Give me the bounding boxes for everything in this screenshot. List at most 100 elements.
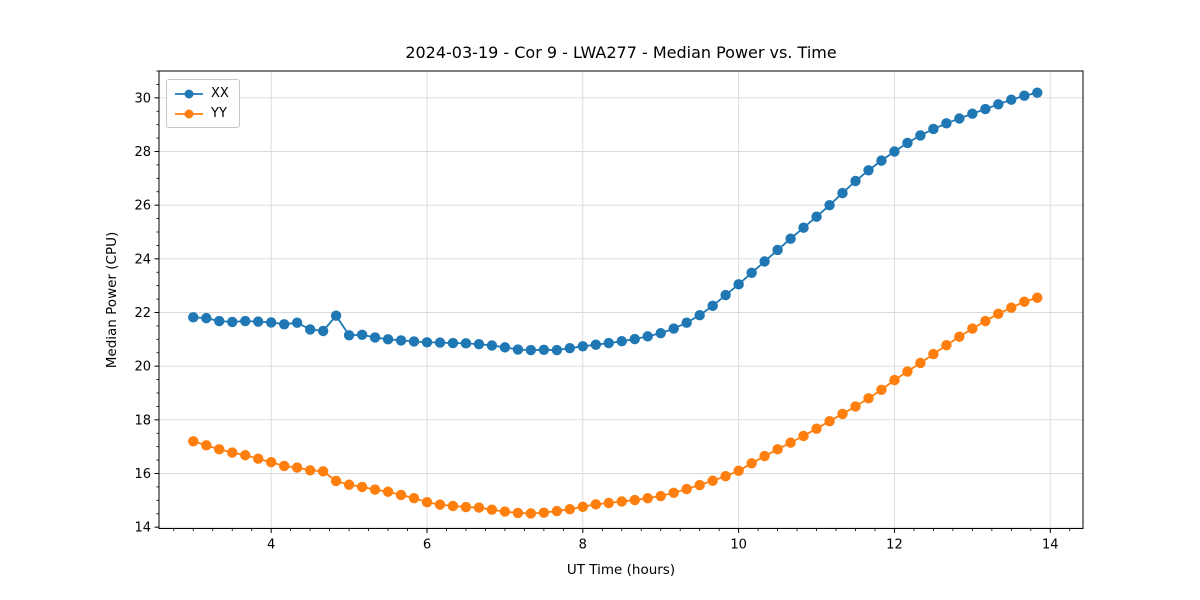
series-xx-marker (291, 317, 303, 328)
series-yy-marker (694, 479, 705, 491)
series-xx-marker (603, 337, 614, 349)
series-xx-marker (941, 118, 952, 129)
series-xx-marker (317, 325, 329, 337)
series-yy-marker (655, 490, 666, 502)
series-yy-marker (369, 484, 381, 495)
series-xx-marker (525, 344, 537, 356)
series-yy-marker (188, 436, 199, 447)
series-xx-marker (330, 310, 342, 321)
series-xx-marker (954, 113, 965, 124)
y-axis-label: Median Power (CPU) (104, 231, 120, 369)
series-xx-marker (980, 103, 991, 115)
series-xx-marker (1032, 87, 1043, 98)
series-yy-marker (499, 506, 511, 517)
series-yy-marker (915, 357, 926, 369)
series-yy-marker (395, 489, 407, 501)
series-xx-marker (369, 332, 381, 343)
series-yy-marker (227, 447, 238, 458)
series-yy-marker (629, 494, 640, 506)
series-yy-marker (304, 465, 316, 476)
legend-label-yy: YY (211, 106, 227, 121)
series-xx-marker (850, 175, 861, 187)
series-yy-marker (668, 487, 679, 499)
legend-item-xx: XX (174, 85, 229, 102)
series-yy-marker (798, 430, 809, 442)
series-xx-marker (785, 233, 796, 244)
series-xx-marker (837, 187, 848, 199)
series-yy-marker (824, 415, 835, 427)
series-xx-marker (460, 338, 472, 349)
series-xx-marker (642, 331, 653, 342)
series-xx-marker (694, 309, 705, 321)
y-tick-label: 30 (134, 91, 151, 106)
series-yy-marker (356, 481, 368, 493)
series-yy-marker (408, 492, 420, 504)
series-yy-marker (1019, 296, 1030, 307)
series-xx-marker (733, 279, 744, 290)
series-xx-marker (629, 333, 640, 345)
series-yy-marker (902, 366, 913, 377)
legend-marker (184, 89, 194, 98)
series-xx-marker (798, 222, 809, 233)
series-yy-marker (889, 374, 900, 386)
series-xx-marker (1006, 94, 1017, 105)
legend: XX YY (166, 79, 240, 128)
x-axis-label: UT Time (hours) (566, 562, 676, 578)
series-xx-marker (590, 339, 602, 350)
series-yy-marker (785, 437, 796, 448)
series-yy-marker (551, 505, 563, 517)
series-xx-marker (759, 256, 770, 267)
series-yy-marker (240, 450, 251, 461)
series-xx-marker (824, 199, 835, 211)
series-yy-marker (421, 497, 433, 508)
series-yy-marker (577, 501, 589, 512)
series-yy-marker (876, 384, 887, 395)
x-tick-label: 6 (423, 538, 431, 553)
series-yy-marker (538, 507, 550, 518)
series-xx-marker (279, 319, 290, 330)
y-tick-label: 18 (134, 413, 151, 428)
series-xx-marker (889, 146, 900, 157)
series-xx-marker (408, 336, 420, 347)
series-yy-marker (733, 465, 744, 477)
series-xx-marker (1019, 90, 1030, 101)
series-xx-marker (252, 316, 264, 327)
series-xx-marker (915, 130, 926, 141)
series-yy-marker (590, 499, 602, 510)
series-yy-marker (850, 401, 861, 412)
series-xx-marker (811, 211, 822, 222)
series-xx-marker (512, 344, 524, 355)
legend-line-xx-icon (175, 89, 203, 98)
series-yy-marker (473, 502, 485, 513)
series-xx-marker (928, 123, 939, 135)
series-xx-marker (304, 324, 316, 335)
series-yy-marker (837, 408, 848, 420)
series-xx-marker (214, 315, 225, 327)
series-yy-marker (954, 331, 965, 342)
legend-item-yy: YY (174, 105, 229, 122)
series-yy-marker (772, 444, 783, 455)
series-xx-line (193, 91, 1038, 351)
legend-label-xx: XX (211, 86, 229, 101)
series-yy-marker (486, 504, 498, 515)
legend-line-yy-icon (175, 109, 203, 118)
y-tick-label: 20 (134, 360, 151, 375)
series-yy-marker (980, 315, 991, 327)
series-xx-marker (746, 267, 757, 278)
series-yy-marker (811, 423, 822, 434)
series-yy-marker (265, 457, 277, 468)
series-yy-marker (291, 462, 303, 473)
series-yy-marker (603, 497, 614, 509)
series-xx-marker (616, 336, 627, 347)
series-yy-marker (928, 348, 939, 360)
series-xx-marker (564, 342, 576, 354)
series-yy-marker (720, 470, 731, 482)
series-xx-marker (201, 312, 212, 324)
x-tick-label: 12 (886, 538, 903, 553)
series-xx-marker (967, 108, 978, 119)
series-xx-marker (395, 335, 407, 346)
series-yy-marker (317, 466, 329, 477)
series-yy-marker (279, 460, 290, 472)
